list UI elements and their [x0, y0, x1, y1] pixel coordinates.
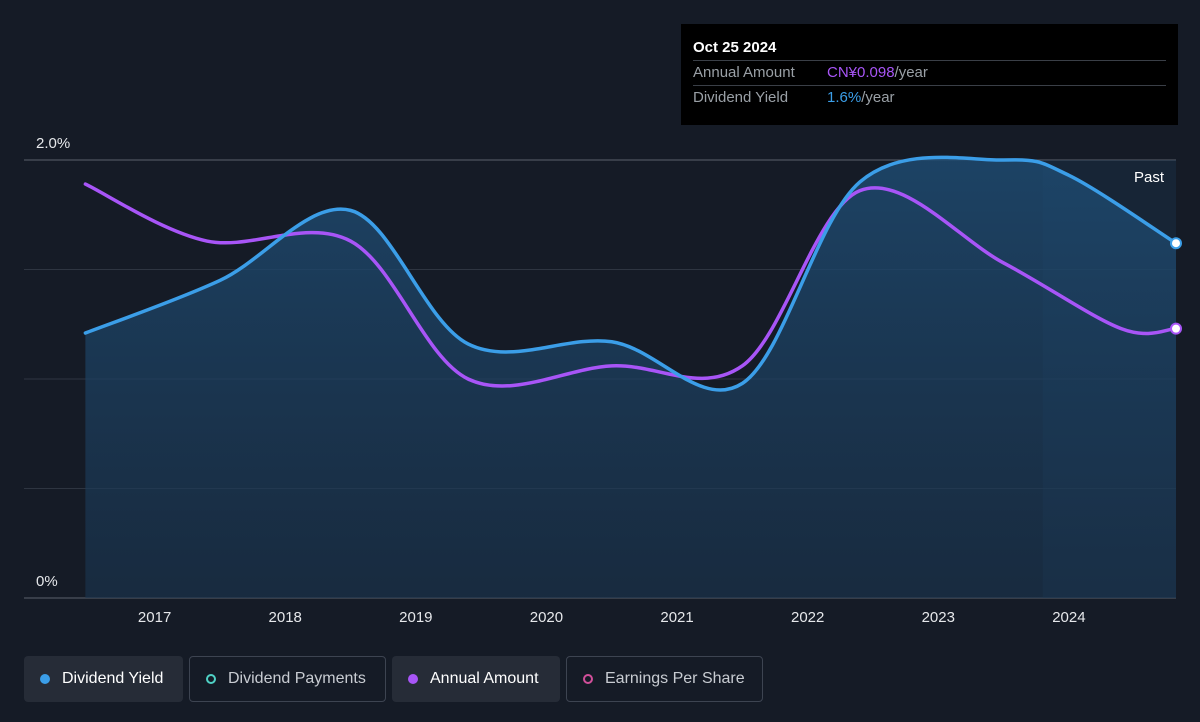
legend-earnings-per-share-label: Earnings Per Share [605, 670, 745, 687]
dividend-yield-dot-icon [40, 674, 50, 684]
annual-amount-end-marker [1170, 322, 1182, 335]
tooltip-panel: Oct 25 2024 Annual Amount CN¥0.098/year … [681, 24, 1178, 125]
y-tick-label-bottom: 0% [36, 573, 58, 590]
legend-earnings-per-share-button[interactable]: Earnings Per Share [566, 656, 763, 702]
tooltip-dividend-yield-value: 1.6% [827, 89, 862, 106]
legend-annual-amount-label: Annual Amount [430, 670, 539, 687]
dividend-yield-line [83, 155, 1178, 392]
x-tick-label: 2021 [660, 609, 693, 626]
legend-dividend-payments-button[interactable]: Dividend Payments [189, 656, 386, 702]
earnings-per-share-ring-icon [583, 674, 593, 684]
x-tick-label: 2020 [530, 609, 563, 626]
legend-dividend-yield-label: Dividend Yield [62, 670, 164, 687]
x-tick-label: 2022 [791, 609, 824, 626]
legend-annual-amount-button[interactable]: Annual Amount [392, 656, 560, 702]
tooltip-dividend-yield-row: Dividend Yield 1.6%/year [693, 85, 1166, 110]
dividend-yield-end-marker [1170, 237, 1182, 250]
legend-dividend-yield-button[interactable]: Dividend Yield [24, 656, 183, 702]
legend-dividend-payments-label: Dividend Payments [228, 670, 366, 687]
tooltip-annual-amount-value: CN¥0.098 [827, 64, 895, 81]
x-tick-label: 2019 [399, 609, 432, 626]
tooltip-date: Oct 25 2024 [693, 39, 777, 56]
tooltip-dividend-yield-label: Dividend Yield [693, 89, 789, 106]
past-label: Past [1134, 169, 1165, 186]
tooltip-dividend-yield-unit: /year [861, 89, 895, 106]
dividend-payments-ring-icon [206, 674, 216, 684]
tooltip-annual-amount-unit: /year [894, 64, 928, 81]
chart-legend: Dividend Yield Dividend Payments Annual … [24, 656, 763, 702]
x-tick-label: 2017 [138, 609, 171, 626]
annual-amount-dot-icon [408, 674, 418, 684]
tooltip-annual-amount-row: Annual Amount CN¥0.098/year [693, 60, 1166, 85]
x-tick-label: 2024 [1052, 609, 1085, 626]
x-tick-label: 2023 [922, 609, 955, 626]
x-tick-label: 2018 [269, 609, 302, 626]
y-tick-label-top: 2.0% [36, 135, 70, 152]
dividend-yield-area [85, 157, 1177, 598]
tooltip-annual-amount-label: Annual Amount [693, 64, 795, 81]
annual-amount-line [83, 182, 1178, 388]
